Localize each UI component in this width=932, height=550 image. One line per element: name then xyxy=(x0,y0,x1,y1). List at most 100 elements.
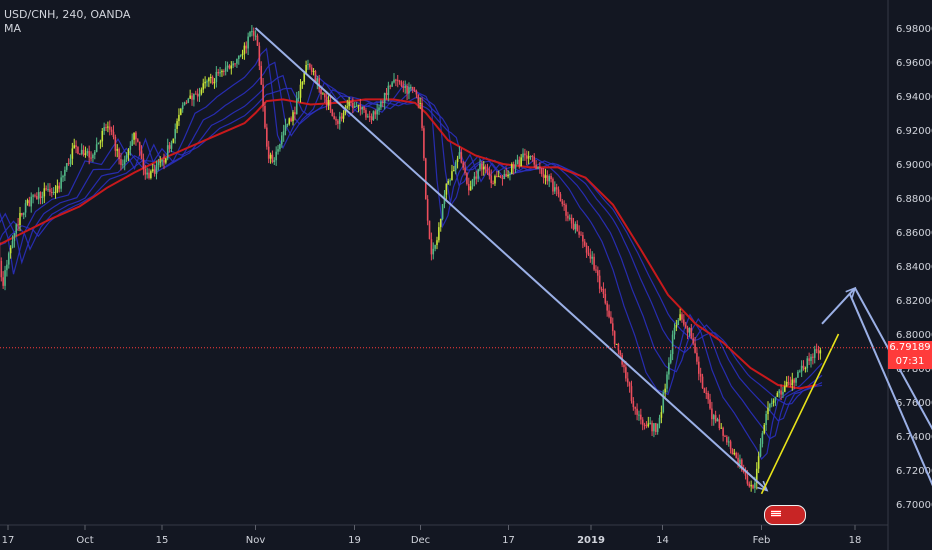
candle-body xyxy=(731,449,734,455)
candle-body xyxy=(617,343,620,351)
candle-body xyxy=(125,155,128,160)
candle-body xyxy=(411,86,414,90)
candle-body xyxy=(236,59,238,64)
candle-body xyxy=(123,159,126,165)
candle-body xyxy=(389,85,392,87)
candle-body xyxy=(41,196,44,199)
candle-body xyxy=(97,142,100,145)
candle-body xyxy=(499,176,502,179)
candle-body xyxy=(522,153,524,158)
candle-body xyxy=(262,84,264,106)
candle-body xyxy=(707,393,709,400)
candle-body xyxy=(733,452,736,455)
candle-body xyxy=(428,220,431,240)
candle-body xyxy=(469,186,472,191)
y-tick-label: 6.84000 xyxy=(896,262,932,273)
candle-body xyxy=(297,97,300,99)
candle-body xyxy=(260,65,263,85)
candle-body xyxy=(815,349,818,351)
candle-body xyxy=(239,55,242,57)
events-icon[interactable] xyxy=(764,505,806,525)
down-trend-arrow-head xyxy=(757,480,769,492)
x-tick-label: Oct xyxy=(76,535,93,546)
candle-body xyxy=(524,153,526,156)
symbol-title[interactable]: USD/CNH, 240, OANDA xyxy=(4,8,131,21)
candle-body xyxy=(660,412,663,418)
candle-body xyxy=(651,422,653,432)
candle-body xyxy=(163,160,165,163)
candle-body xyxy=(458,152,461,159)
candle-body xyxy=(122,164,124,166)
candle-body xyxy=(148,172,150,178)
y-tick-label: 6.70000 xyxy=(896,500,932,511)
candle-body xyxy=(294,112,296,115)
candle-body xyxy=(417,94,420,104)
candle-body xyxy=(82,149,85,155)
ma-fast-line xyxy=(0,47,823,461)
candle-body xyxy=(187,98,190,103)
candle-body xyxy=(582,235,584,242)
candle-body xyxy=(93,151,96,155)
candle-body xyxy=(67,163,70,165)
candle-body xyxy=(679,314,681,321)
candle-body xyxy=(447,181,450,184)
projection-down-2[interactable] xyxy=(848,292,932,509)
candle-body xyxy=(430,239,433,255)
candle-body xyxy=(408,87,410,94)
candle-body xyxy=(726,436,728,443)
y-tick-label: 6.76000 xyxy=(896,398,932,409)
candle-body xyxy=(266,127,268,147)
candle-body xyxy=(305,64,307,73)
candle-body xyxy=(643,424,646,426)
candle-body xyxy=(810,356,812,361)
candle-body xyxy=(256,35,259,46)
projection-down-1[interactable] xyxy=(854,287,932,458)
candle-body xyxy=(466,173,468,184)
down-trend-arrow[interactable] xyxy=(254,27,768,492)
candle-body xyxy=(742,470,745,473)
candle-body xyxy=(808,358,810,361)
candle-body xyxy=(456,158,459,162)
drawings[interactable] xyxy=(254,27,932,509)
candle-body xyxy=(193,93,195,100)
candle-body xyxy=(406,86,408,94)
candle-body xyxy=(662,392,665,413)
candle-body xyxy=(516,159,519,165)
candle-body xyxy=(363,106,365,111)
candle-body xyxy=(527,156,530,159)
candle-body xyxy=(559,194,562,202)
candle-body xyxy=(501,178,504,180)
candle-body xyxy=(367,116,369,118)
x-tick-label: 14 xyxy=(656,535,669,546)
candle-body xyxy=(800,365,803,372)
indicator-label[interactable]: MA xyxy=(4,22,22,35)
candle-body xyxy=(370,116,373,121)
candle-body xyxy=(688,328,691,333)
candle-body xyxy=(604,293,607,304)
candle-body xyxy=(342,112,345,119)
support-line[interactable] xyxy=(760,333,840,495)
candle-body xyxy=(587,252,590,255)
candle-body xyxy=(589,254,592,259)
candle-body xyxy=(698,361,700,374)
candle-body xyxy=(739,459,741,465)
candle-body xyxy=(598,275,601,289)
candle-body xyxy=(4,270,6,286)
candle-body xyxy=(213,81,216,84)
candle-body xyxy=(669,354,672,363)
candle-body xyxy=(99,141,102,143)
candle-body xyxy=(813,349,816,358)
candle-body xyxy=(241,53,244,56)
candle-body xyxy=(333,115,335,119)
candle-body xyxy=(45,188,47,190)
candle-body xyxy=(681,314,683,320)
candle-body xyxy=(413,89,416,91)
candle-body xyxy=(460,152,463,163)
candle-body xyxy=(146,172,148,175)
candle-body xyxy=(772,400,775,403)
candle-body xyxy=(546,175,549,182)
candle-body xyxy=(451,171,453,181)
candle-body xyxy=(381,101,384,103)
